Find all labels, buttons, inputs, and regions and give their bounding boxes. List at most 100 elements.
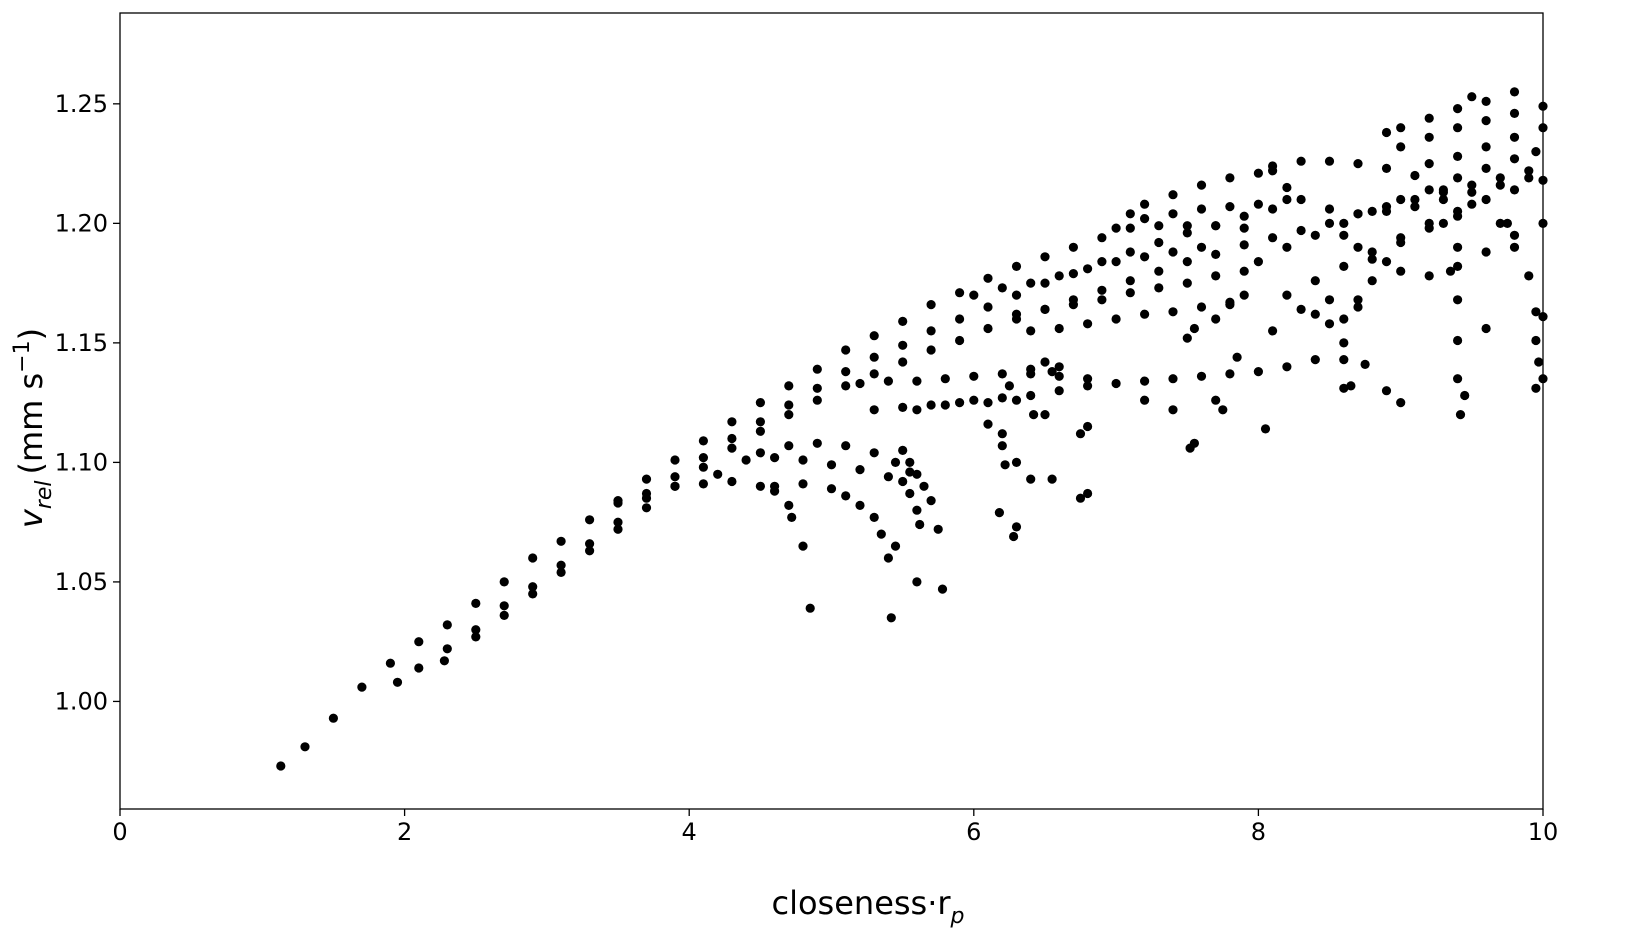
data-point <box>1310 355 1320 365</box>
data-point <box>997 441 1007 451</box>
data-point <box>1097 257 1107 267</box>
data-point <box>1524 271 1534 281</box>
data-point <box>1125 209 1135 219</box>
data-point <box>1296 304 1306 314</box>
data-point <box>641 488 652 499</box>
data-point <box>1509 154 1520 164</box>
data-point <box>1253 257 1263 267</box>
data-point <box>1324 218 1335 228</box>
data-point <box>1509 108 1520 118</box>
data-point <box>1075 493 1086 503</box>
data-point <box>1353 209 1363 219</box>
data-point <box>1396 123 1406 133</box>
data-point <box>556 567 566 578</box>
data-point <box>300 742 310 752</box>
data-point <box>1339 230 1349 240</box>
y-axis: 1.00 1.05 1.10 1.15 1.20 1.25 <box>55 90 120 715</box>
data-point <box>1040 304 1050 314</box>
data-point <box>883 472 894 482</box>
data-point <box>812 364 822 374</box>
data-point <box>1125 223 1135 233</box>
data-point <box>1296 225 1306 236</box>
data-point <box>1253 367 1263 377</box>
data-point <box>1054 271 1064 281</box>
data-point <box>528 553 538 563</box>
data-point <box>1211 249 1221 259</box>
y-axis-title-close: ) <box>12 328 50 340</box>
data-point <box>1260 424 1271 434</box>
data-point <box>1524 166 1534 176</box>
data-point <box>1460 390 1470 401</box>
data-point <box>1196 242 1207 252</box>
data-point <box>1467 180 1477 190</box>
data-point <box>1324 295 1335 305</box>
data-point <box>1481 323 1491 334</box>
data-point <box>1367 276 1377 286</box>
data-point <box>1324 319 1335 329</box>
x-tick-label: 2 <box>397 818 412 846</box>
data-point <box>841 491 851 501</box>
x-axis-title: closeness·rp <box>771 884 964 929</box>
data-point <box>784 441 794 451</box>
data-point <box>1324 204 1335 214</box>
data-point <box>1324 156 1335 166</box>
data-point <box>1410 194 1420 205</box>
data-point <box>1268 233 1278 243</box>
data-point <box>905 488 915 499</box>
data-point <box>1353 159 1363 169</box>
data-point <box>955 398 965 408</box>
data-point <box>915 519 925 530</box>
data-point <box>585 515 595 525</box>
data-point <box>1310 230 1320 240</box>
data-point <box>770 453 780 463</box>
y-tick-label: 1.15 <box>55 329 108 357</box>
data-point <box>528 582 538 592</box>
data-point <box>392 677 403 687</box>
data-point <box>414 637 424 647</box>
data-point <box>1453 261 1463 271</box>
data-point <box>898 476 908 487</box>
data-point <box>1083 374 1093 384</box>
y-tick-label: 1.20 <box>55 209 108 237</box>
x-tick-label: 8 <box>1251 818 1266 846</box>
data-point <box>727 433 737 444</box>
data-point <box>499 577 509 587</box>
data-point <box>983 398 993 408</box>
data-point <box>1154 221 1164 231</box>
data-point <box>1534 357 1544 367</box>
data-point <box>787 512 797 523</box>
data-point <box>1054 386 1064 396</box>
data-point <box>1168 374 1178 384</box>
data-point <box>1075 429 1086 439</box>
y-axis-title: vrel (mm s−1) <box>10 328 57 528</box>
data-point <box>955 288 965 298</box>
data-point <box>1268 161 1278 171</box>
data-point <box>755 481 766 491</box>
data-point <box>1154 283 1164 293</box>
data-point <box>713 469 723 479</box>
data-point <box>1239 290 1249 300</box>
data-point <box>755 398 766 408</box>
data-point <box>994 507 1005 518</box>
y-axis-title-variable: v <box>12 508 50 528</box>
data-point <box>784 381 794 391</box>
data-point <box>1310 276 1320 286</box>
data-point <box>983 419 993 429</box>
data-point <box>1040 252 1050 262</box>
data-point <box>1182 257 1192 267</box>
data-point <box>1481 142 1491 152</box>
data-point <box>869 448 879 458</box>
data-point <box>1168 405 1178 415</box>
data-point <box>926 326 936 336</box>
data-point <box>670 481 680 491</box>
data-point <box>1026 278 1036 288</box>
data-point <box>1268 204 1278 214</box>
data-point <box>1396 142 1406 152</box>
data-point <box>1353 302 1363 312</box>
data-point <box>1438 185 1448 195</box>
y-tick-label: 1.10 <box>55 448 108 476</box>
data-point <box>1495 218 1505 228</box>
data-point <box>937 584 948 594</box>
data-point <box>1339 338 1349 348</box>
data-point <box>1026 474 1036 484</box>
